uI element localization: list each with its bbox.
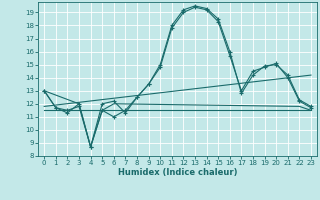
X-axis label: Humidex (Indice chaleur): Humidex (Indice chaleur) bbox=[118, 168, 237, 177]
